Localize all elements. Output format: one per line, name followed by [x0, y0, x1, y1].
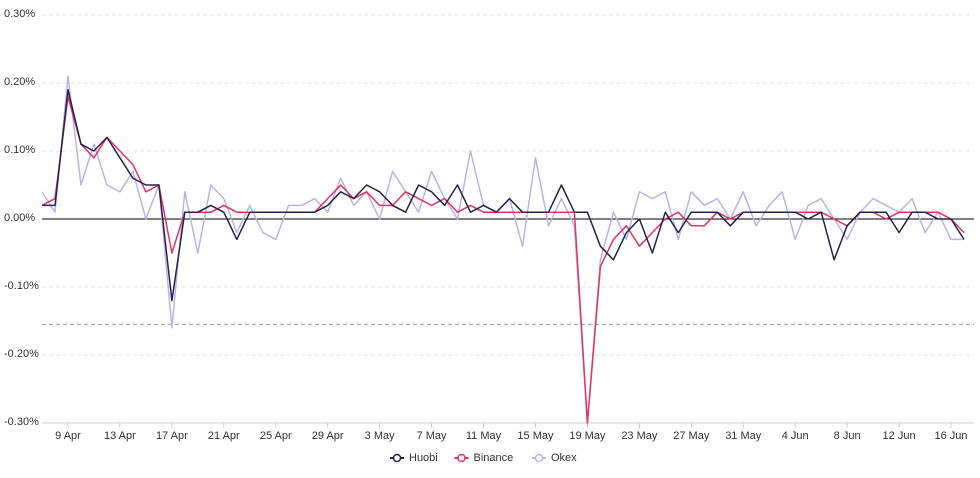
x-tick-label: 21 Apr	[208, 430, 240, 442]
legend-marker	[534, 453, 544, 463]
legend-label: Binance	[474, 452, 514, 464]
x-tick-label: 31 May	[725, 430, 762, 442]
x-tick-label: 12 Jun	[883, 430, 916, 442]
x-tick-label: 27 May	[673, 430, 710, 442]
x-tick-label: 19 May	[569, 430, 606, 442]
legend-label: Huobi	[409, 452, 438, 464]
series-line	[41, 75, 964, 424]
x-tick-label: 17 Apr	[156, 430, 188, 442]
y-tick-label: 0.10%	[4, 144, 35, 156]
x-tick-label: 3 May	[365, 430, 395, 442]
legend-marker	[457, 453, 466, 463]
x-tick-label: 4 Jun	[782, 430, 809, 442]
legend-marker	[392, 453, 402, 463]
x-tick-label: 11 May	[466, 430, 502, 442]
y-tick-label: 0.20%	[4, 76, 35, 88]
series-line	[41, 95, 965, 424]
y-tick-label: 0.00%	[4, 212, 35, 224]
x-tick-label: 25 Apr	[260, 430, 292, 442]
x-tick-label: 16 Jun	[934, 430, 967, 442]
legend-label: Okex	[551, 452, 577, 464]
x-tick-label: 7 May	[417, 430, 447, 442]
y-tick-label: -0.10%	[4, 280, 39, 292]
y-tick-label: 0.30%	[4, 8, 35, 20]
y-tick-label: -0.20%	[4, 348, 39, 360]
x-tick-label: 29 Apr	[312, 430, 344, 442]
series-line	[42, 89, 965, 302]
x-tick-label: 9 Apr	[55, 430, 81, 442]
y-tick-label: -0.30%	[4, 416, 39, 428]
x-tick-label: 23 May	[621, 430, 658, 442]
x-tick-label: 13 Apr	[104, 430, 136, 442]
x-tick-label: 15 May	[517, 430, 554, 442]
x-tick-label: 8 Jun	[834, 430, 861, 442]
